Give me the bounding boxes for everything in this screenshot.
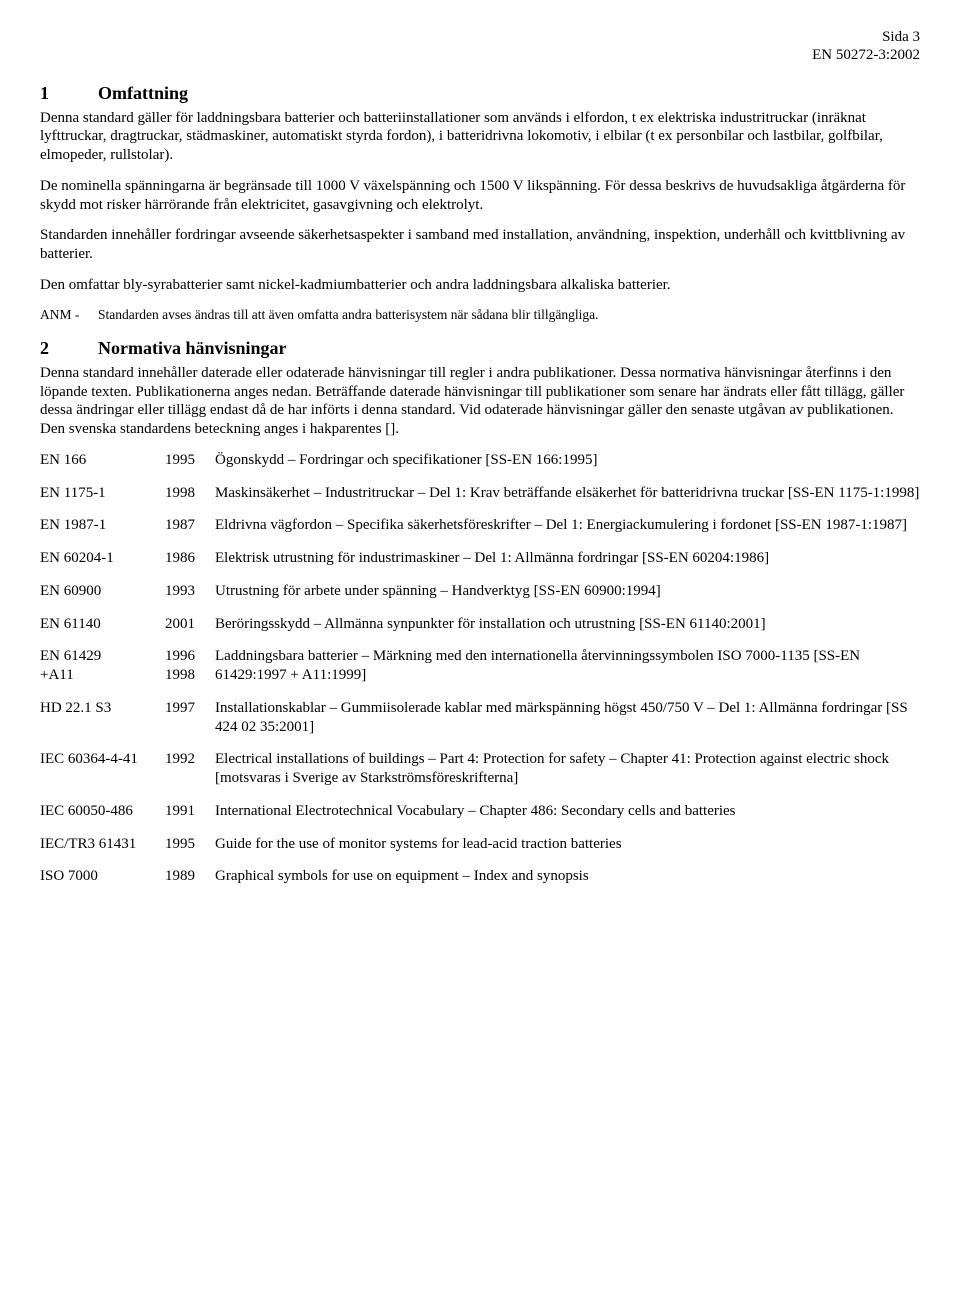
page-number: Sida 3 <box>40 28 920 46</box>
reference-year: 1996 1998 <box>165 647 215 699</box>
reference-description: Maskinsäkerhet – Industritruckar – Del 1… <box>215 484 920 517</box>
doc-id: EN 50272-3:2002 <box>40 46 920 64</box>
section-1-para-4: Den omfattar bly-syrabatterier samt nick… <box>40 276 920 295</box>
reference-row: IEC 60364-4-411992Electrical installatio… <box>40 750 920 802</box>
reference-code: IEC 60364-4-41 <box>40 750 165 802</box>
reference-year: 1995 <box>165 835 215 868</box>
reference-code: IEC 60050-486 <box>40 802 165 835</box>
reference-year: 1987 <box>165 516 215 549</box>
reference-description: Ögonskydd – Fordringar och specifikation… <box>215 451 920 484</box>
reference-row: EN 60204-11986Elektrisk utrustning för i… <box>40 549 920 582</box>
reference-description: Utrustning för arbete under spänning – H… <box>215 582 920 615</box>
reference-description: International Electrotechnical Vocabular… <box>215 802 920 835</box>
reference-code: IEC/TR3 61431 <box>40 835 165 868</box>
section-2-heading: 2Normativa hänvisningar <box>40 337 920 360</box>
section-2-para-1: Denna standard innehåller daterade eller… <box>40 364 920 439</box>
reference-code: HD 22.1 S3 <box>40 699 165 751</box>
reference-row: HD 22.1 S31997Installationskablar – Gumm… <box>40 699 920 751</box>
reference-code: EN 60900 <box>40 582 165 615</box>
reference-row: EN 1987-11987Eldrivna vägfordon – Specif… <box>40 516 920 549</box>
section-1-heading: 1Omfattning <box>40 82 920 105</box>
reference-code: EN 1987-1 <box>40 516 165 549</box>
reference-year: 2001 <box>165 615 215 648</box>
reference-code: EN 166 <box>40 451 165 484</box>
reference-description: Guide for the use of monitor systems for… <box>215 835 920 868</box>
reference-row: EN 1175-11998Maskinsäkerhet – Industritr… <box>40 484 920 517</box>
page-header: Sida 3 EN 50272-3:2002 <box>40 28 920 64</box>
reference-code: EN 1175-1 <box>40 484 165 517</box>
section-2-title: Normativa hänvisningar <box>98 338 287 358</box>
references-table: EN 1661995Ögonskydd – Fordringar och spe… <box>40 451 920 900</box>
section-1-para-2: De nominella spänningarna är begränsade … <box>40 177 920 215</box>
reference-year: 1998 <box>165 484 215 517</box>
reference-code: EN 60204-1 <box>40 549 165 582</box>
reference-description: Electrical installations of buildings – … <box>215 750 920 802</box>
reference-year: 1993 <box>165 582 215 615</box>
reference-row: IEC 60050-4861991International Electrote… <box>40 802 920 835</box>
note-label: ANM - <box>40 307 98 324</box>
reference-year: 1995 <box>165 451 215 484</box>
reference-description: Elektrisk utrustning för industrimaskine… <box>215 549 920 582</box>
reference-description: Installationskablar – Gummiisolerade kab… <box>215 699 920 751</box>
section-1-note: ANM -Standarden avses ändras till att äv… <box>40 307 920 324</box>
reference-row: EN 609001993Utrustning för arbete under … <box>40 582 920 615</box>
reference-description: Beröringsskydd – Allmänna synpunkter för… <box>215 615 920 648</box>
reference-row: ISO 70001989Graphical symbols for use on… <box>40 867 920 900</box>
reference-row: EN 1661995Ögonskydd – Fordringar och spe… <box>40 451 920 484</box>
section-2-number: 2 <box>40 337 98 360</box>
reference-code: ISO 7000 <box>40 867 165 900</box>
reference-year: 1986 <box>165 549 215 582</box>
reference-year: 1997 <box>165 699 215 751</box>
reference-year: 1992 <box>165 750 215 802</box>
section-1-number: 1 <box>40 82 98 105</box>
reference-row: IEC/TR3 614311995Guide for the use of mo… <box>40 835 920 868</box>
reference-row: EN 611402001Beröringsskydd – Allmänna sy… <box>40 615 920 648</box>
reference-code: EN 61429 +A11 <box>40 647 165 699</box>
note-text: Standarden avses ändras till att även om… <box>98 307 598 322</box>
reference-code: EN 61140 <box>40 615 165 648</box>
reference-year: 1991 <box>165 802 215 835</box>
reference-row: EN 61429 +A111996 1998Laddningsbara batt… <box>40 647 920 699</box>
section-1-para-3: Standarden innehåller fordringar avseend… <box>40 226 920 264</box>
section-1-title: Omfattning <box>98 83 188 103</box>
reference-description: Laddningsbara batterier – Märkning med d… <box>215 647 920 699</box>
reference-year: 1989 <box>165 867 215 900</box>
reference-description: Eldrivna vägfordon – Specifika säkerhets… <box>215 516 920 549</box>
reference-description: Graphical symbols for use on equipment –… <box>215 867 920 900</box>
section-1-para-1: Denna standard gäller för laddningsbara … <box>40 109 920 165</box>
